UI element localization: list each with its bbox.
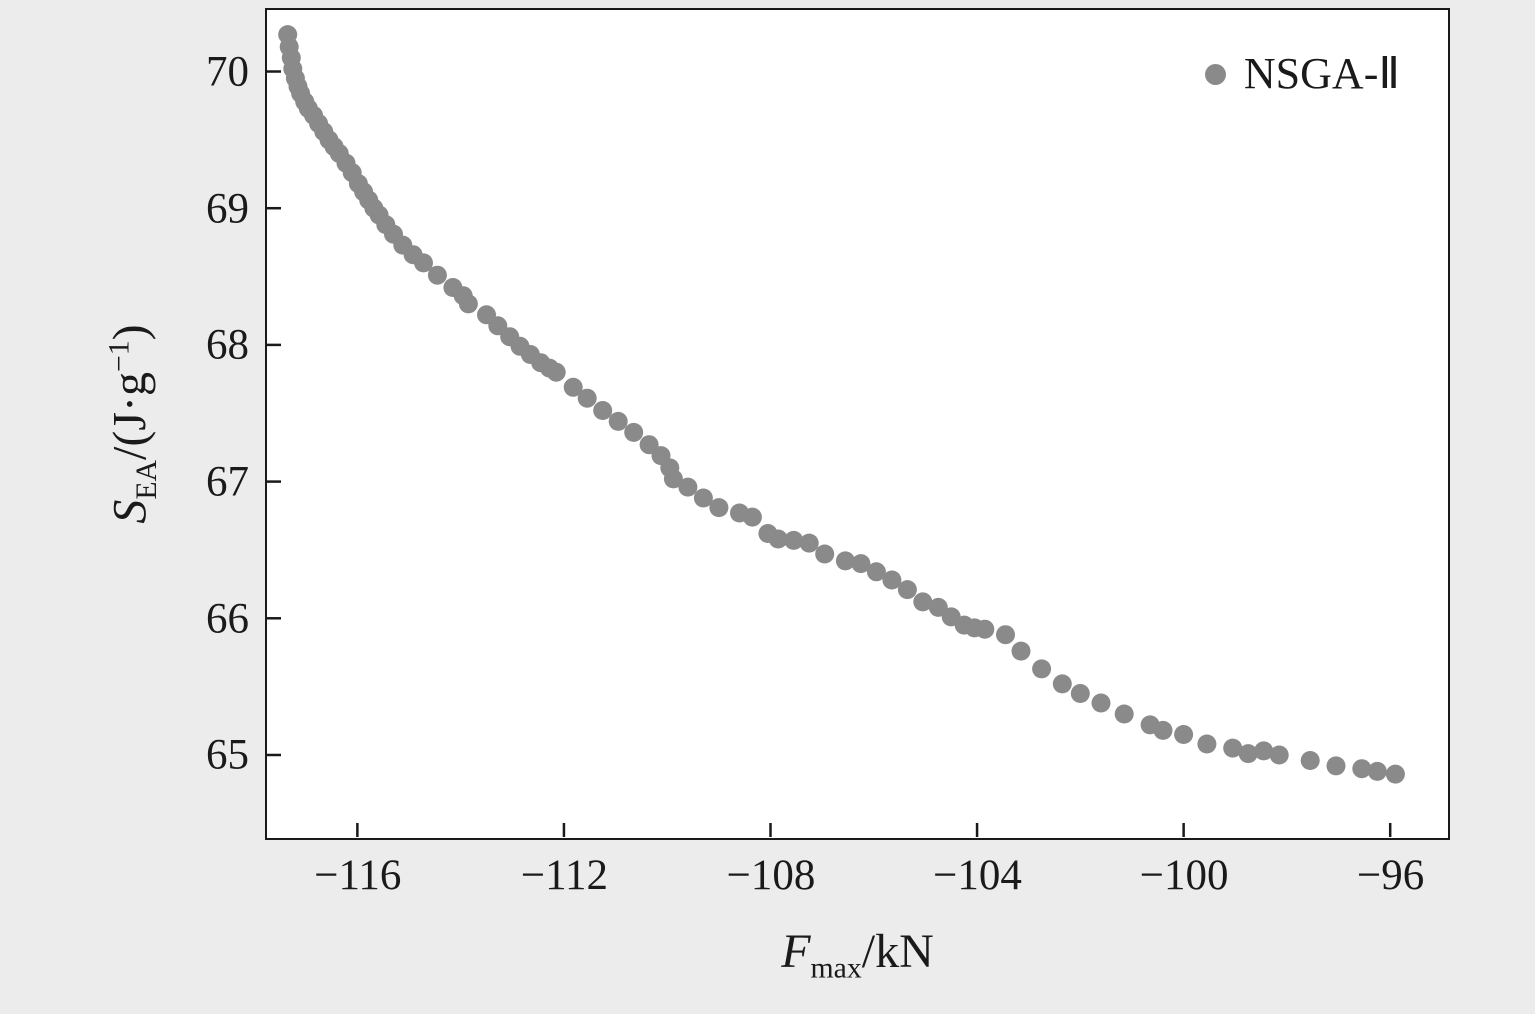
y-axis-label-unit-close: ) xyxy=(103,324,157,341)
data-point xyxy=(742,507,762,527)
data-point xyxy=(1269,745,1289,765)
data-point xyxy=(546,362,566,382)
y-tick-label: 67 xyxy=(206,458,249,506)
data-point xyxy=(1114,704,1134,724)
data-point xyxy=(458,294,478,314)
data-point xyxy=(427,265,447,285)
x-axis-label-unit: /kN xyxy=(861,925,934,978)
y-axis-label: SEA/(J·g−1) xyxy=(102,324,163,524)
data-point xyxy=(1032,659,1052,679)
data-point xyxy=(1052,674,1072,694)
y-axis-label-exponent: −1 xyxy=(102,340,136,372)
y-tick-label: 65 xyxy=(206,731,249,779)
data-point xyxy=(882,570,902,590)
y-tick-label: 68 xyxy=(206,321,249,369)
data-point xyxy=(593,401,613,420)
data-point xyxy=(975,619,995,639)
data-point xyxy=(768,529,788,549)
data-point xyxy=(608,411,628,431)
y-axis-label-unit: /(J·g xyxy=(103,371,157,460)
x-axis-label-symbol: F xyxy=(781,925,811,978)
legend-marker-icon xyxy=(1204,63,1226,85)
data-point xyxy=(678,477,698,497)
x-tick-label: −108 xyxy=(726,852,816,899)
y-axis-label-subscript: EA xyxy=(129,459,163,500)
x-axis-label: Fmax/kN xyxy=(265,928,1450,983)
data-point xyxy=(1197,734,1217,754)
data-point xyxy=(1011,641,1031,661)
data-point xyxy=(799,533,819,553)
data-point xyxy=(1091,693,1111,713)
x-tick-label: −104 xyxy=(933,852,1022,899)
data-point xyxy=(577,388,597,408)
y-tick-label: 69 xyxy=(206,185,249,233)
data-point xyxy=(1300,751,1320,770)
data-point xyxy=(624,422,644,442)
y-tick-label: 70 xyxy=(206,48,249,96)
x-tick-label: −112 xyxy=(520,852,608,899)
data-point xyxy=(563,377,583,397)
y-tick-label: 66 xyxy=(206,595,249,643)
legend-label: NSGA-Ⅱ xyxy=(1243,49,1400,98)
data-point xyxy=(1385,764,1405,784)
x-axis-label-subscript: max xyxy=(810,951,862,985)
data-points-layer xyxy=(267,25,1405,837)
data-point xyxy=(1326,756,1346,776)
data-point xyxy=(1223,738,1243,758)
x-tick-label: −96 xyxy=(1357,852,1425,899)
data-point xyxy=(815,544,835,564)
data-point xyxy=(996,625,1015,645)
data-point xyxy=(709,498,729,518)
data-point xyxy=(414,253,433,273)
plot-area: NSGA-Ⅱ xyxy=(265,8,1450,840)
data-point xyxy=(897,580,917,600)
data-point xyxy=(913,592,933,612)
data-point xyxy=(693,488,713,508)
data-point xyxy=(1153,720,1173,740)
data-point xyxy=(663,469,683,489)
x-tick-label: −116 xyxy=(314,852,402,899)
data-point xyxy=(1254,741,1274,761)
data-point xyxy=(1367,761,1387,781)
data-point xyxy=(1070,684,1090,703)
x-tick-label: −100 xyxy=(1139,852,1229,899)
y-axis-label-symbol: S xyxy=(103,499,157,524)
data-point xyxy=(866,562,886,582)
data-point xyxy=(1352,759,1372,779)
data-point xyxy=(851,554,871,574)
data-point xyxy=(1174,725,1194,744)
data-point xyxy=(784,530,804,550)
data-point xyxy=(1238,744,1258,764)
legend: NSGA-Ⅱ xyxy=(1204,49,1400,98)
data-point xyxy=(835,551,855,571)
